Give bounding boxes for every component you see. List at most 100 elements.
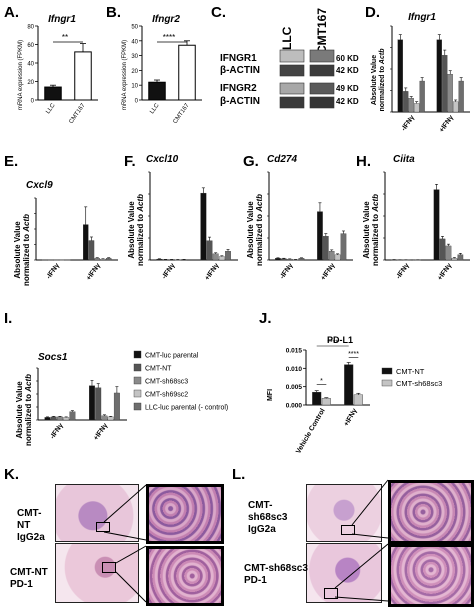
blot-row-actin2: β-ACTIN [220, 96, 260, 107]
significance-label: **** [327, 340, 338, 347]
x-tick-label: -IFNγ [45, 262, 61, 280]
bar [433, 189, 440, 261]
panel-l-zoom-pd1 [388, 544, 474, 607]
panel-i-chart: Socs1 Absolute Value normalized to Actb … [15, 352, 127, 446]
panel-e-title: Cxcl9 [26, 180, 53, 191]
x-tick-label: -IFNγ [395, 262, 411, 280]
blot-band-cmt-ifngr1 [309, 49, 335, 63]
panel-label-i: I. [4, 310, 13, 327]
panel-g-title: Cd274 [267, 154, 297, 165]
legend-swatch [133, 350, 142, 359]
panel-i-ylabel-2: normalized to Actb [24, 374, 33, 446]
x-tick-label: CMT167 [69, 102, 87, 125]
bar [74, 51, 92, 101]
bar [414, 103, 420, 113]
x-tick-label: LLC [45, 102, 57, 115]
k-connector-2b [115, 571, 147, 603]
l-connector-1b [351, 533, 389, 539]
bar [439, 238, 446, 261]
panel-i-legend: CMT-luc parental CMT-NT CMT-sh68sc3 CMT-sh6… [132, 347, 257, 417]
y-tick-label: 60 [27, 43, 34, 49]
bar [95, 387, 102, 421]
x-tick-label: +IFNγ [93, 422, 110, 442]
bar [225, 251, 231, 261]
panel-label-k: K. [4, 466, 19, 483]
panel-h-ylabel-2: normalized to Actb [371, 194, 380, 266]
panel-b-chart: Ifngr2 mRNA expression (FPKM) **** 0 10 20… [122, 14, 202, 125]
bar [334, 254, 341, 261]
panel-k-zoom-pd1 [146, 546, 224, 606]
bar [56, 416, 63, 421]
panel-b-ylabel: mRNA expression (FPKM) [122, 40, 128, 110]
panel-l-label-1: CMT- sh68sc3 IgG2a [248, 500, 288, 535]
y-tick-label: 0.005 [286, 384, 303, 391]
x-tick-label: +IFNγ [437, 262, 454, 282]
bar [453, 101, 459, 113]
bar [156, 258, 163, 261]
bar [105, 258, 112, 261]
x-tick-label: +IFNγ [343, 407, 359, 427]
l-connector-1a [351, 479, 389, 526]
blot-kd-4: 42 KD [336, 97, 359, 106]
bar [458, 80, 464, 113]
bar [44, 86, 62, 101]
l-connector-2b [334, 596, 389, 602]
y-tick-label: 40 [131, 39, 138, 45]
bar [442, 55, 448, 113]
panel-label-l: L. [232, 466, 246, 483]
panel-i-title: Socs1 [38, 352, 68, 363]
legend-label: CMT-luc parental [145, 353, 199, 360]
blot-band-llc-ifngr2 [279, 82, 305, 95]
bar [218, 256, 225, 261]
x-tick-label: -IFNγ [400, 114, 416, 132]
panel-a-title: Ifngr1 [48, 14, 76, 25]
panel-i-ylabel-1: Absolute Value [15, 381, 24, 439]
legend-swatch [381, 367, 393, 375]
legend-swatch [133, 389, 142, 398]
panel-label-g: G. [243, 153, 259, 170]
panel-j-title: PD-L1 [327, 335, 353, 345]
legend-label: LLC-luc parental (- control) [145, 405, 228, 412]
y-tick-label: 20 [131, 69, 138, 75]
legend-label: CMT-NT [145, 366, 172, 373]
significance-label: * [320, 378, 323, 385]
legend-label: CMT-NT [396, 367, 425, 376]
y-tick-label: 80 [27, 25, 34, 31]
panel-a-chart: Ifngr1 mRNA expression (FPKM) ** 0 20 40 60… [18, 14, 98, 125]
panel-l-label-2: CMT-sh68sc3 PD-1 [244, 563, 308, 586]
bar [88, 240, 95, 261]
bar [113, 392, 120, 421]
bar [397, 39, 403, 113]
bar [178, 44, 196, 101]
x-tick-label: CMT167 [173, 102, 191, 125]
bar [63, 417, 70, 421]
bar [59, 259, 65, 261]
panel-j-chart: PD-L1 MFI 0.000 0.005 0.010 0.015 Vehicle Co… [267, 335, 442, 455]
panel-k-histology-igg2a [55, 484, 139, 542]
bar [323, 236, 329, 261]
x-tick-label: +IFNγ [438, 114, 455, 134]
blot-kd-2: 42 KD [336, 66, 359, 75]
bar [275, 258, 281, 261]
blot-band-cmt-ifngr2 [309, 82, 335, 95]
blot-band-llc-actin1 [279, 64, 305, 77]
bar [94, 258, 100, 261]
significance-label: **** [348, 351, 359, 358]
blot-kd-3: 49 KD [336, 84, 359, 93]
panel-l-histology-igg2a [306, 484, 382, 542]
panel-a-significance: ** [62, 33, 68, 42]
bar [100, 258, 106, 261]
panel-h-ylabel-1: Absolute Value [362, 201, 371, 259]
bar [321, 398, 331, 406]
y-tick-label: 10 [131, 84, 138, 90]
legend-swatch [381, 379, 393, 387]
panel-c-western-blot: LLC CMT167 IFNGR1 β-ACTIN IFNGR2 β-ACTIN… [218, 0, 363, 150]
panel-e-ylabel-1: Absolute Value [13, 221, 22, 279]
panel-label-j: J. [259, 310, 272, 327]
x-tick-label: LLC [149, 102, 161, 115]
bar [445, 245, 452, 261]
panel-label-f: F. [124, 153, 136, 170]
panel-f-ylabel-2: normalized to Actb [136, 194, 145, 266]
legend-label: CMT-sh69sc2 [145, 392, 188, 399]
panel-f-ylabel-1: Absolute Value [127, 201, 136, 259]
